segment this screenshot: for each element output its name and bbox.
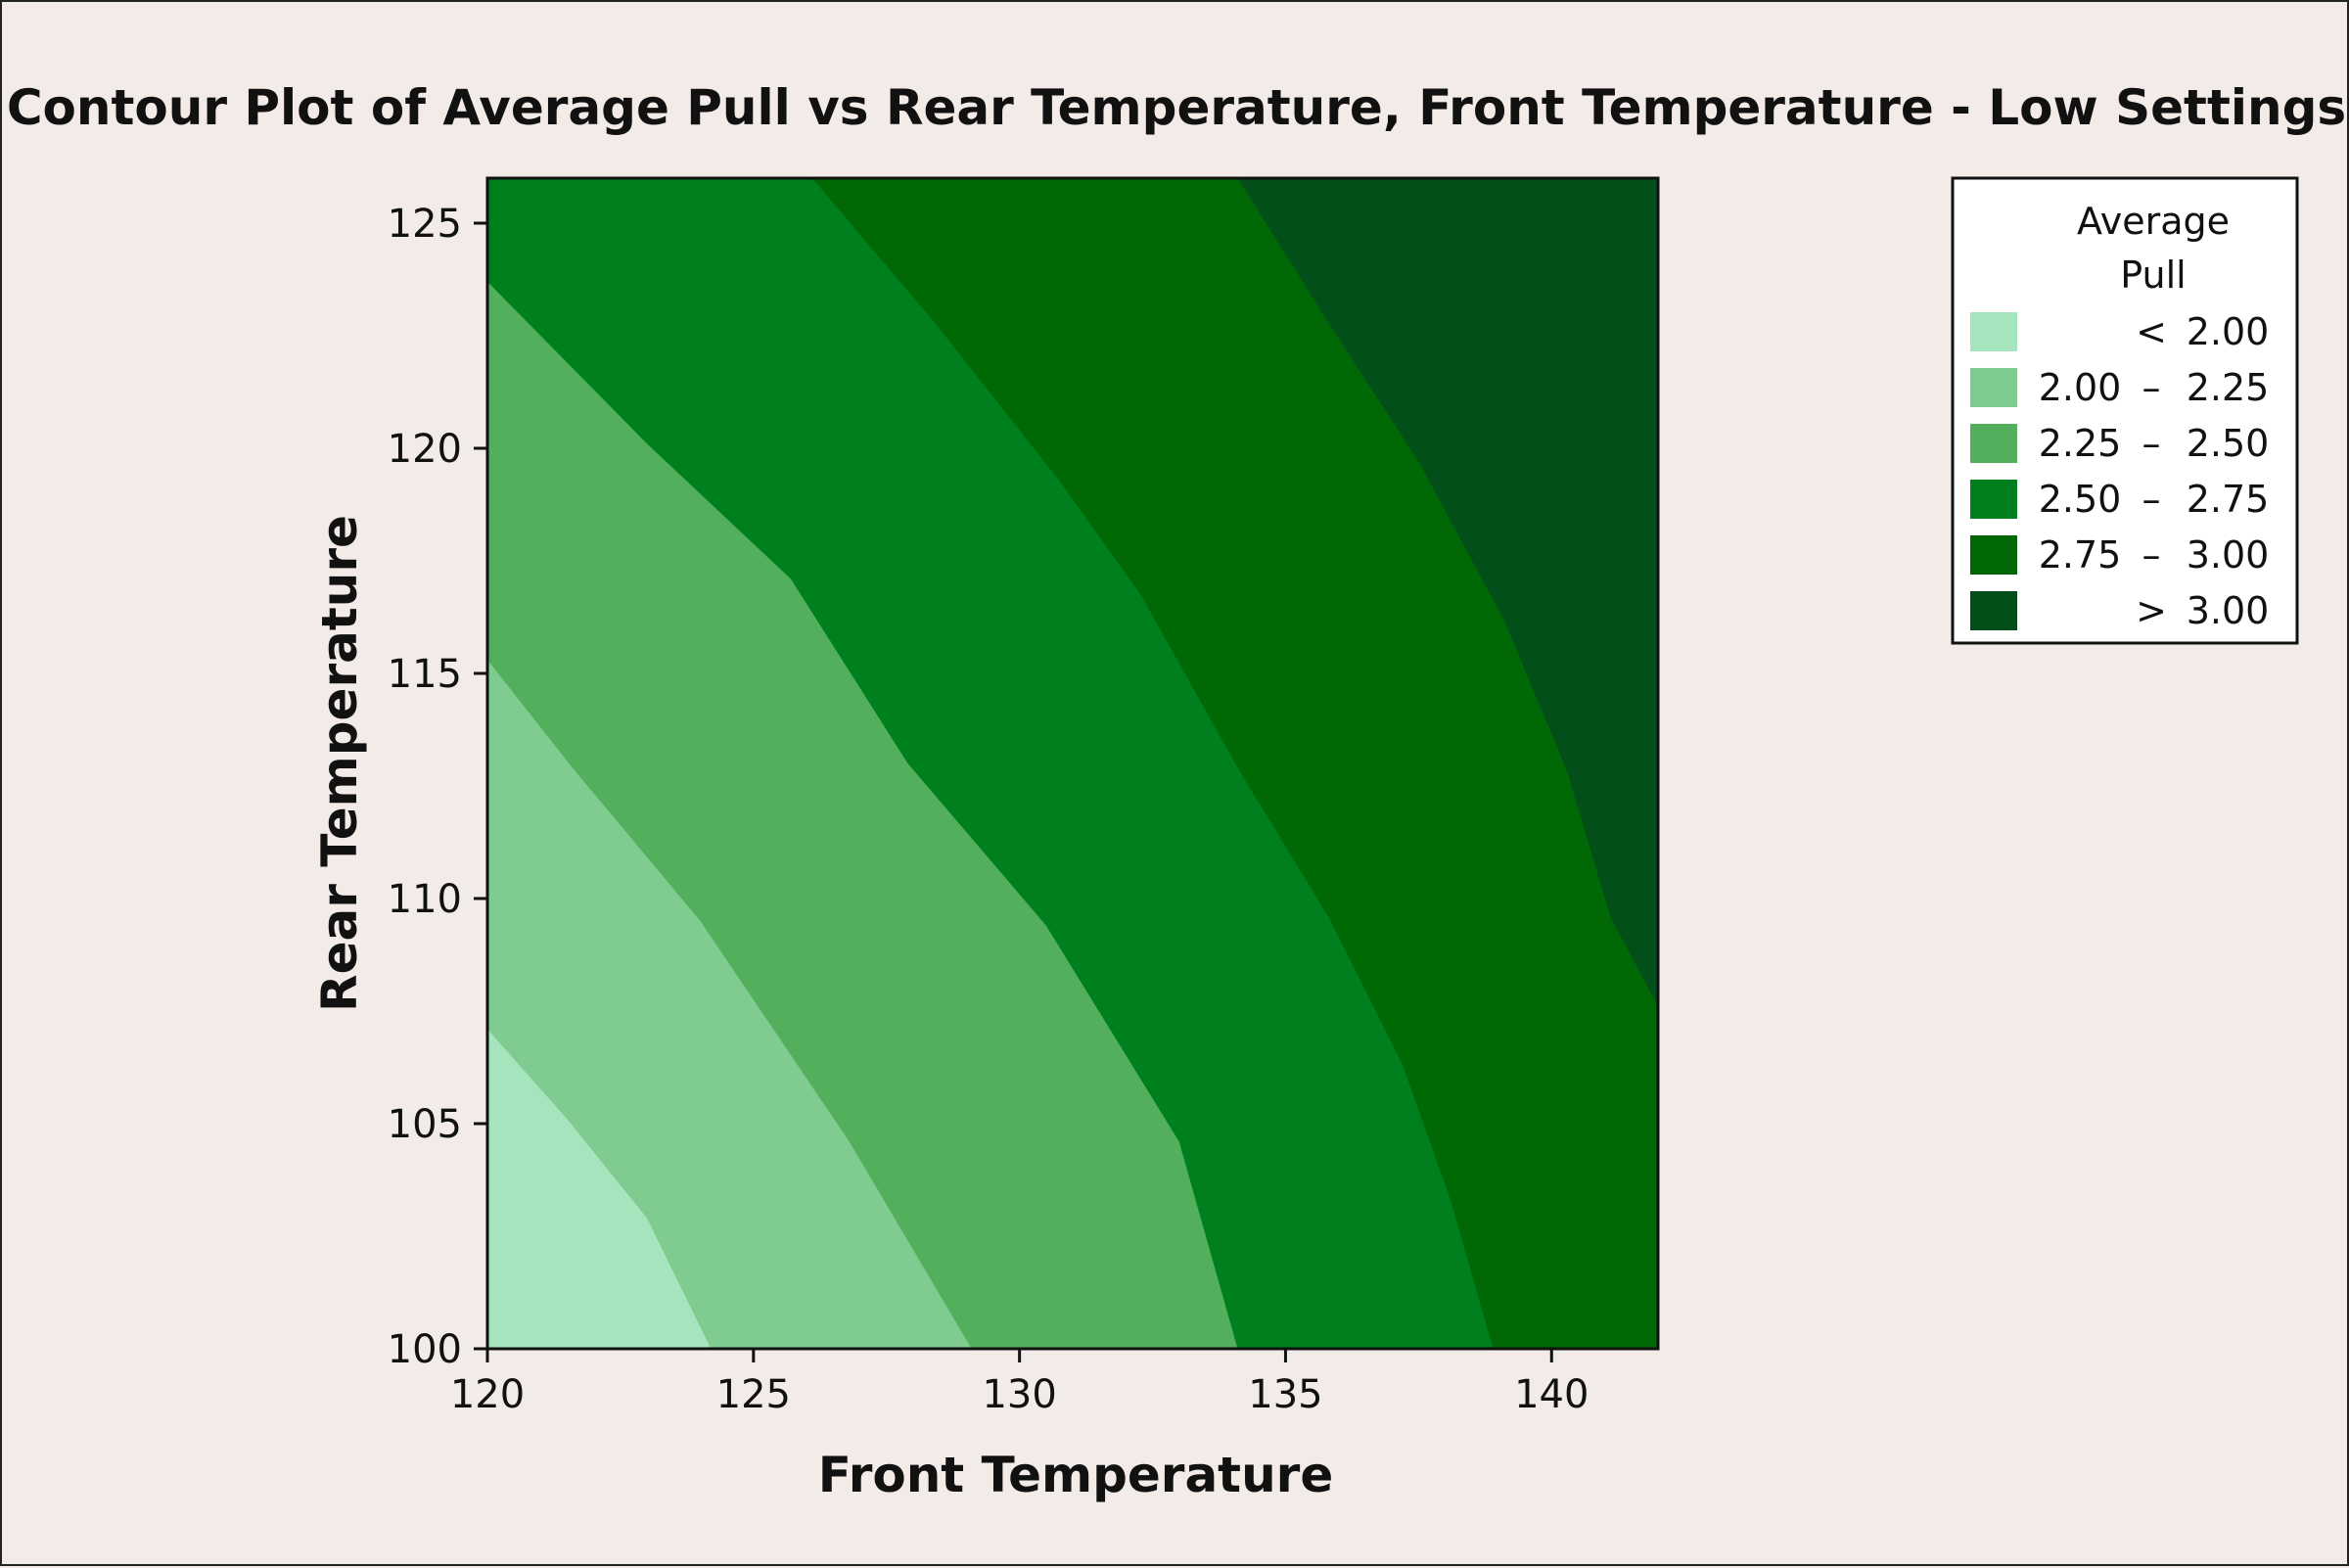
legend-swatch bbox=[1970, 535, 2017, 575]
legend-swatch bbox=[1970, 591, 2017, 630]
contour-region-gt-3-00 bbox=[1237, 178, 1658, 1007]
x-tick-label: 135 bbox=[1248, 1372, 1322, 1417]
legend-high-value: 3.00 bbox=[2187, 533, 2270, 576]
chart-title: Contour Plot of Average Pull vs Rear Tem… bbox=[7, 79, 2346, 136]
x-axis-title: Front Temperature bbox=[818, 1447, 1334, 1503]
x-tick-label: 125 bbox=[716, 1372, 791, 1417]
legend-high-value: 2.50 bbox=[2187, 422, 2270, 465]
legend-range-separator: – bbox=[2142, 478, 2161, 521]
x-tick-label: 120 bbox=[450, 1372, 525, 1417]
contour-fill-layer bbox=[487, 178, 1658, 1349]
x-tick-label: 130 bbox=[982, 1372, 1056, 1417]
legend-low-value: 2.00 bbox=[2039, 366, 2122, 409]
legend-swatch bbox=[1970, 312, 2017, 351]
legend-high-value: 2.25 bbox=[2187, 366, 2270, 409]
x-axis: 120 125 130 135 140 bbox=[450, 1349, 1589, 1417]
legend-range-separator: – bbox=[2142, 422, 2161, 465]
y-tick-label: 120 bbox=[388, 427, 462, 472]
legend-swatch bbox=[1970, 424, 2017, 463]
legend-swatch bbox=[1970, 368, 2017, 407]
legend: Average Pull <2.002.00–2.252.25–2.502.50… bbox=[1951, 176, 2299, 645]
plot-area-border bbox=[485, 176, 1660, 1351]
legend-range-separator: – bbox=[2142, 533, 2161, 576]
y-axis: 100 105 110 115 120 125 bbox=[388, 202, 487, 1372]
legend-low-value: 2.25 bbox=[2039, 422, 2122, 465]
y-tick-label: 100 bbox=[388, 1327, 462, 1372]
legend-entries: <2.002.00–2.252.25–2.502.50–2.752.75–3.0… bbox=[1970, 310, 2269, 632]
legend-low-value: 2.75 bbox=[2039, 533, 2122, 576]
y-tick-label: 110 bbox=[388, 877, 462, 922]
y-axis-title: Rear Temperature bbox=[311, 515, 368, 1012]
x-tick-label: 140 bbox=[1514, 1372, 1589, 1417]
legend-range-separator: – bbox=[2142, 366, 2161, 409]
legend-operator: < bbox=[2136, 310, 2167, 353]
y-tick-label: 105 bbox=[388, 1102, 462, 1147]
legend-high-value: 2.00 bbox=[2187, 310, 2270, 353]
legend-high-value: 2.75 bbox=[2187, 478, 2270, 521]
legend-low-value: 2.50 bbox=[2039, 478, 2122, 521]
y-tick-label: 115 bbox=[388, 652, 462, 697]
legend-title-line-1: Average bbox=[2077, 200, 2230, 243]
legend-title-line-2: Pull bbox=[2120, 254, 2186, 297]
legend-swatch bbox=[1970, 480, 2017, 519]
y-tick-label: 125 bbox=[388, 202, 462, 247]
legend-high-value: 3.00 bbox=[2187, 589, 2270, 632]
legend-operator: > bbox=[2136, 589, 2167, 632]
